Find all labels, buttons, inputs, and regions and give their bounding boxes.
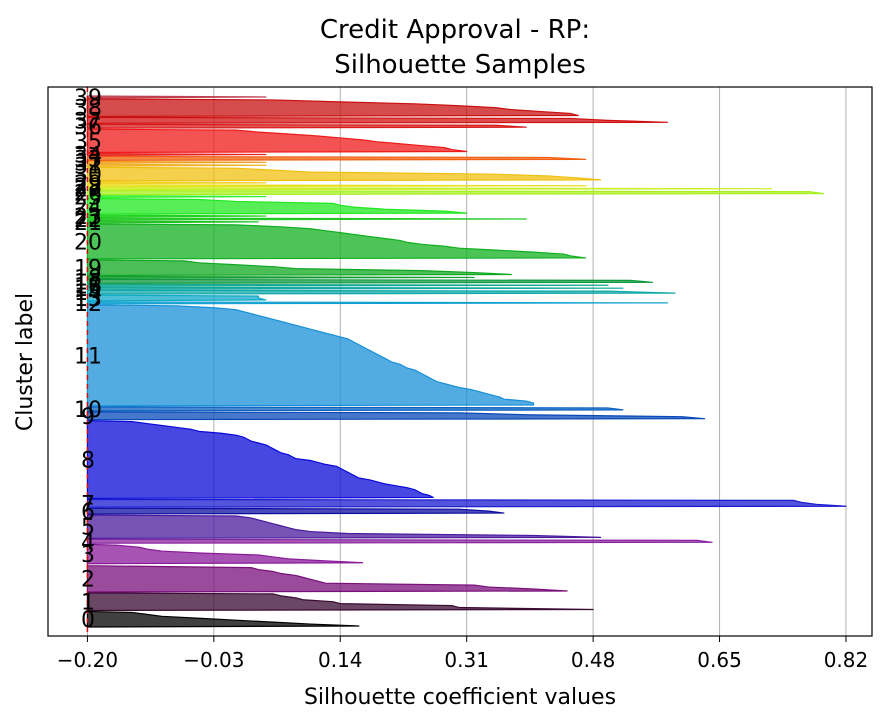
cluster-label-10: 10 <box>74 398 102 423</box>
cluster-silhouette-39 <box>86 95 267 99</box>
cluster-silhouette-6 <box>86 507 505 515</box>
cluster-silhouette-38 <box>86 98 579 118</box>
cluster-label-11: 11 <box>74 344 102 369</box>
cluster-silhouette-25 <box>86 194 267 199</box>
cluster-silhouette-7 <box>86 498 847 508</box>
cluster-silhouette-5 <box>86 514 602 539</box>
cluster-label-21: 21 <box>74 211 102 236</box>
cluster-silhouette-18 <box>86 275 475 280</box>
cluster-label-29: 29 <box>74 172 102 197</box>
cluster-label-24: 24 <box>74 195 102 220</box>
x-tick-label: 0.14 <box>318 648 363 672</box>
cluster-label-6: 6 <box>81 500 95 525</box>
cluster-label-39: 39 <box>74 86 102 111</box>
cluster-label-31: 31 <box>74 154 102 179</box>
silhouette-bars <box>86 95 847 628</box>
cluster-silhouette-17 <box>86 278 654 284</box>
cluster-silhouette-0 <box>86 610 360 628</box>
cluster-silhouette-34 <box>86 152 267 157</box>
cluster-silhouette-32 <box>86 160 267 164</box>
cluster-label-25: 25 <box>74 186 102 211</box>
cluster-silhouette-35 <box>86 128 468 154</box>
cluster-silhouette-1 <box>86 592 594 612</box>
chart-title-line-1: Credit Approval - RP: <box>320 15 590 45</box>
cluster-label-22: 22 <box>74 208 102 233</box>
cluster-label-16: 16 <box>74 274 102 299</box>
cluster-label-34: 34 <box>74 143 102 168</box>
cluster-label-18: 18 <box>74 266 102 291</box>
cluster-label-37: 37 <box>74 109 102 134</box>
cluster-silhouette-27 <box>86 187 773 191</box>
x-tick-label: 0.48 <box>571 648 616 672</box>
cluster-label-23: 23 <box>74 205 102 230</box>
cluster-silhouette-36 <box>86 123 527 129</box>
cluster-silhouette-14 <box>86 289 676 295</box>
cluster-label-8: 8 <box>81 449 95 474</box>
cluster-label-5: 5 <box>81 516 95 541</box>
cluster-silhouette-15 <box>86 286 624 290</box>
cluster-label-27: 27 <box>74 178 102 203</box>
cluster-label-35: 35 <box>74 130 102 155</box>
cluster-silhouette-26 <box>86 190 825 196</box>
cluster-label-15: 15 <box>74 277 102 302</box>
cluster-label-14: 14 <box>74 281 102 306</box>
cluster-silhouette-19 <box>86 259 512 277</box>
chart-title-line-2: Silhouette Samples <box>334 50 586 80</box>
cluster-label-33: 33 <box>74 147 102 172</box>
cluster-silhouette-11 <box>86 304 535 407</box>
cluster-label-32: 32 <box>74 151 102 176</box>
cluster-silhouette-16 <box>86 283 609 287</box>
cluster-silhouette-29 <box>86 181 267 185</box>
cluster-silhouette-21 <box>86 220 260 224</box>
x-axis-label: Silhouette coefficient values <box>304 685 616 710</box>
cluster-silhouette-9 <box>86 411 706 421</box>
x-tick-label: −0.20 <box>57 648 118 672</box>
cluster-silhouette-8 <box>86 420 434 500</box>
cluster-silhouette-37 <box>86 116 669 124</box>
cluster-labels: 0123456789101112131415161718192021222324… <box>74 86 102 633</box>
cluster-label-13: 13 <box>74 287 102 312</box>
cluster-silhouette-30 <box>86 166 602 182</box>
cluster-label-38: 38 <box>74 97 102 122</box>
cluster-label-3: 3 <box>81 543 95 568</box>
cluster-label-19: 19 <box>74 257 102 282</box>
cluster-silhouette-33 <box>86 155 587 161</box>
cluster-label-4: 4 <box>81 530 95 555</box>
cluster-silhouette-3 <box>86 543 364 565</box>
cluster-label-20: 20 <box>74 230 102 255</box>
cluster-label-30: 30 <box>74 163 102 188</box>
cluster-silhouette-4 <box>86 538 713 544</box>
cluster-label-17: 17 <box>74 270 102 295</box>
cluster-label-1: 1 <box>81 591 95 616</box>
x-tick-label: 0.82 <box>824 648 869 672</box>
cluster-label-0: 0 <box>81 608 95 633</box>
cluster-silhouette-23 <box>86 214 267 218</box>
x-tick-label: 0.31 <box>444 648 489 672</box>
x-tick-label: −0.03 <box>183 648 244 672</box>
cluster-label-7: 7 <box>81 492 95 517</box>
cluster-label-2: 2 <box>81 567 95 592</box>
cluster-label-36: 36 <box>74 115 102 140</box>
cluster-silhouette-28 <box>86 184 587 188</box>
cluster-label-26: 26 <box>74 182 102 207</box>
cluster-silhouette-20 <box>86 223 587 260</box>
cluster-silhouette-31 <box>86 163 267 167</box>
cluster-label-9: 9 <box>81 405 95 430</box>
cluster-silhouette-2 <box>86 564 568 593</box>
plot-area <box>47 86 873 637</box>
cluster-silhouette-10 <box>86 406 624 412</box>
cluster-label-12: 12 <box>74 292 102 317</box>
cluster-silhouette-24 <box>86 197 468 215</box>
y-axis-label: Cluster label <box>13 293 38 431</box>
cluster-silhouette-22 <box>86 217 527 221</box>
cluster-label-28: 28 <box>74 175 102 200</box>
cluster-silhouette-12 <box>86 301 669 305</box>
x-axis-ticks: −0.20 −0.03 0.14 0.31 0.48 0.65 0.82 <box>57 636 868 672</box>
cluster-silhouette-13 <box>86 294 267 302</box>
x-tick-label: 0.65 <box>697 648 742 672</box>
